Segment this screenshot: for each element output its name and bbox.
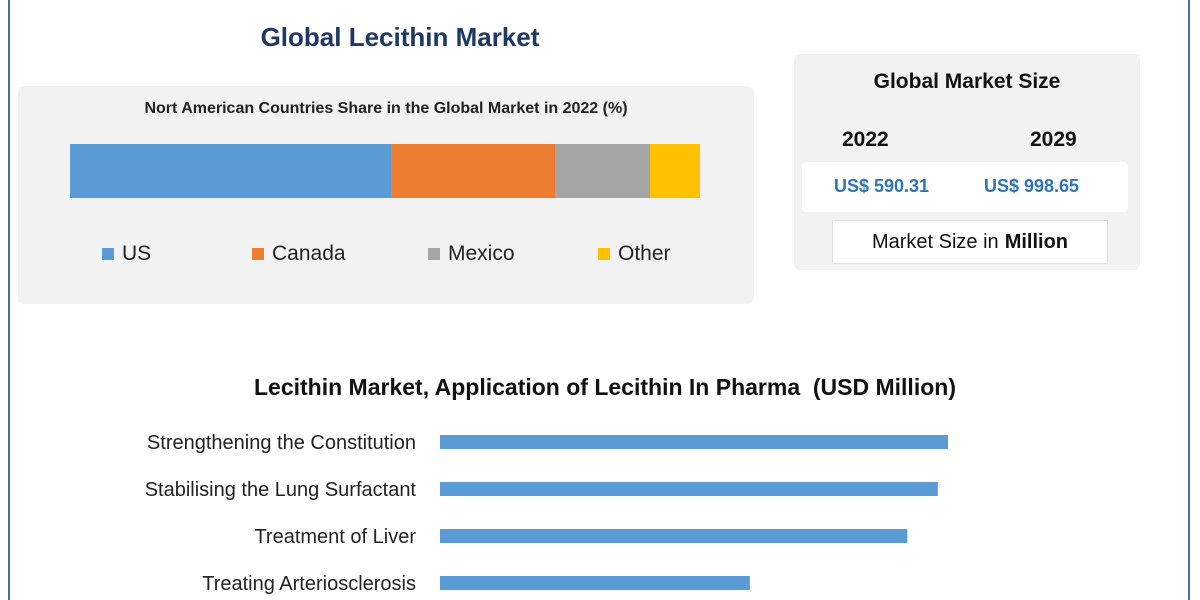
legend-item-mexico: Mexico [428, 242, 515, 266]
legend-label: Mexico [448, 242, 515, 265]
pharma-bar [440, 576, 750, 590]
pharma-bar-chart: Strengthening the Constitution Stabilisin… [145, 432, 948, 595]
market-values-box: US$ 590.31 US$ 998.65 [802, 162, 1128, 212]
category-label: Treatment of Liver [254, 526, 416, 548]
share-segment-canada [391, 144, 556, 198]
unit-bold: Million [1004, 230, 1069, 253]
category-label: Stabilising the Lung Surfactant [145, 479, 417, 501]
pharma-bar [440, 435, 948, 449]
stacked-share-bar [70, 144, 700, 198]
legend-item-us: US [102, 242, 151, 266]
unit-prefix: Market Size in [871, 230, 999, 253]
country-share-panel: Nort American Countries Share in the Glo… [18, 86, 754, 304]
legend-swatch [102, 248, 114, 260]
legend-item-other: Other [598, 242, 671, 266]
pharma-bar [440, 529, 908, 543]
year-2029-label: 2029 [1030, 128, 1077, 151]
share-segment-us [70, 144, 392, 198]
market-size-title: Global Market Size [873, 70, 1061, 93]
legend-label: Canada [272, 242, 346, 265]
legend-label: Other [618, 242, 671, 265]
country-share-title: Nort American Countries Share in the Glo… [144, 100, 628, 117]
legend-swatch [252, 248, 264, 260]
category-label: Treating Arteriosclerosis [202, 573, 416, 595]
legend-swatch [598, 248, 610, 260]
category-label: Strengthening the Constitution [147, 432, 416, 454]
legend-label: US [122, 242, 152, 265]
share-legend: US Canada Mexico Other [102, 242, 702, 268]
legend-swatch [428, 248, 440, 260]
page-frame [8, 0, 1190, 600]
legend-item-canada: Canada [252, 242, 346, 266]
page-title: Global Lecithin Market [260, 22, 540, 52]
share-segment-mexico [555, 144, 650, 198]
market-size-unit: Market Size in Million [832, 220, 1108, 264]
market-size-panel: Global Market Size 2022 2029 US$ 590.31 … [794, 54, 1140, 270]
share-segment-other [649, 144, 700, 198]
year-2022-label: 2022 [842, 128, 889, 151]
pharma-chart-title: Lecithin Market, Application of Lecithin… [254, 374, 956, 400]
value-2022: US$ 590.31 [834, 176, 930, 196]
pharma-bar [440, 482, 938, 496]
value-2029: US$ 998.65 [984, 176, 1080, 196]
